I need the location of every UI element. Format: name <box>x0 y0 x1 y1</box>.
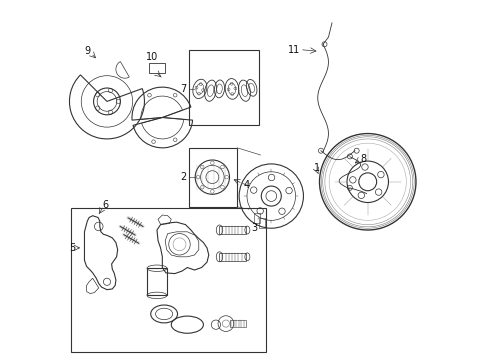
Bar <box>254 212 259 222</box>
Text: 1: 1 <box>313 163 320 173</box>
Text: 3: 3 <box>250 223 257 233</box>
Text: 11: 11 <box>288 45 300 55</box>
Bar <box>219 252 246 261</box>
Text: 2: 2 <box>180 172 186 182</box>
Bar <box>147 268 166 296</box>
Bar <box>71 207 265 352</box>
Bar <box>149 63 164 73</box>
Text: 5: 5 <box>69 243 75 253</box>
Bar <box>258 218 264 228</box>
Bar <box>219 226 246 234</box>
Text: 9: 9 <box>84 46 90 57</box>
Text: 8: 8 <box>359 154 366 163</box>
Text: 10: 10 <box>145 52 158 62</box>
Text: 6: 6 <box>102 200 109 210</box>
Text: 7: 7 <box>180 84 186 94</box>
Bar <box>189 50 258 125</box>
Bar <box>189 148 237 207</box>
Bar <box>230 320 246 327</box>
Text: 4: 4 <box>243 180 249 190</box>
